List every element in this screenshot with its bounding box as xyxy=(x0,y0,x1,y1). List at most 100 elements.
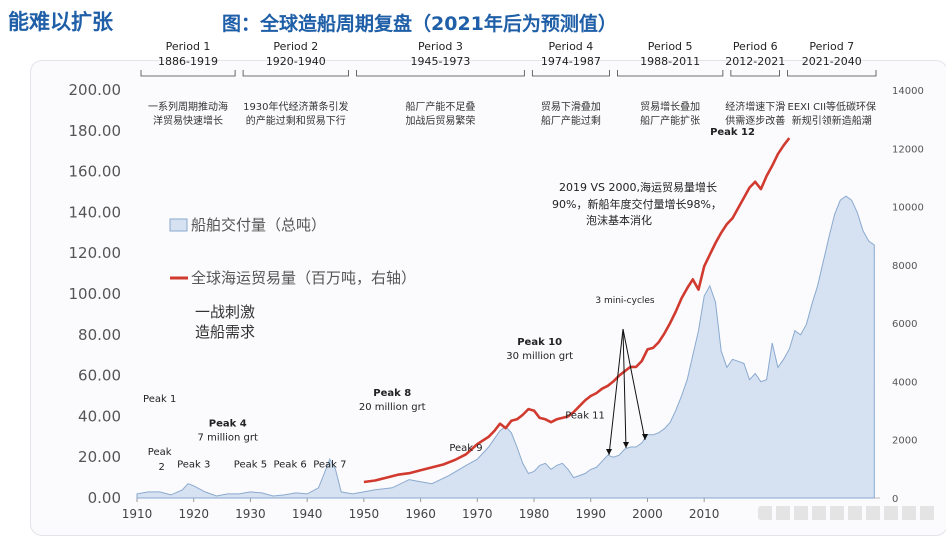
x-tick-label: 2010 xyxy=(689,507,720,521)
peak-label: Peak xyxy=(148,447,172,458)
period-description: 船厂产能过剩 xyxy=(541,114,601,127)
x-tick-label: 1990 xyxy=(575,507,606,521)
y-right-tick-label: 8000 xyxy=(892,261,917,272)
chart-title: 图：全球造船周期复盘（2021年后为预测值） xyxy=(222,13,617,35)
peak-label: Peak 5 xyxy=(234,459,267,470)
mini-cycle-arrow xyxy=(608,328,624,456)
mini-cycle-arrow xyxy=(622,328,646,441)
period-description: 贸易下滑叠加 xyxy=(541,101,601,113)
peak-label: Peak 6 xyxy=(273,459,306,470)
y-right-tick-label: 14000 xyxy=(892,86,924,97)
x-tick-label: 1980 xyxy=(519,507,550,521)
comparison-annotation: 90%，新船年度交付量增长98%， xyxy=(552,197,722,211)
period-bracket xyxy=(531,70,610,77)
period-description: 加战后贸易繁荣 xyxy=(405,114,475,127)
y-left-tick-label: 80.00 xyxy=(78,326,121,344)
deliveries-area xyxy=(136,195,875,499)
period-years: 1886-1919 xyxy=(158,55,218,68)
legend-swatch-area xyxy=(169,218,188,232)
slide-title: 能难以扩张 xyxy=(8,10,113,34)
peak-label: Peak 10 xyxy=(517,337,562,348)
period-name: Period 5 xyxy=(648,40,693,53)
x-tick-label: 1910 xyxy=(122,507,153,521)
x-tick-label: 1930 xyxy=(235,507,266,521)
comparison-annotation: 泡沫基本消化 xyxy=(586,213,652,227)
period-description: 供需逐步改善 xyxy=(725,114,785,127)
peak-label: Peak 12 xyxy=(710,127,755,138)
period-years: 1988-2011 xyxy=(640,55,700,68)
y-left-tick-label: 0.00 xyxy=(88,489,121,507)
trade-volume-line xyxy=(363,137,791,484)
y-left-tick-label: 60.00 xyxy=(78,367,121,385)
period-bracket xyxy=(140,70,236,77)
mini-cycle-arrowhead xyxy=(623,442,629,448)
y-right-tick-label: 4000 xyxy=(892,377,917,388)
period-name: Period 7 xyxy=(809,40,854,53)
y-left-tick-label: 120.00 xyxy=(69,244,122,262)
period-years: 1920-1940 xyxy=(266,55,326,68)
period-bracket xyxy=(242,70,349,77)
comparison-annotation: 2019 VS 2000,海运贸易量增长 xyxy=(559,180,717,194)
y-right-tick-label: 6000 xyxy=(892,319,917,330)
y-left-tick-label: 200.00 xyxy=(69,81,122,99)
y-left-tick-label: 40.00 xyxy=(78,407,121,425)
period-description: 的产能过剩和贸易下行 xyxy=(246,114,346,127)
peak-label: Peak 4 xyxy=(209,419,247,430)
period-name: Period 3 xyxy=(418,40,463,53)
y-left-tick-label: 180.00 xyxy=(69,122,122,140)
period-name: Period 2 xyxy=(273,40,318,53)
period-description: 新规引领新造船潮 xyxy=(792,114,872,127)
y-right-tick-label: 10000 xyxy=(892,203,924,214)
period-name: Period 4 xyxy=(548,40,593,53)
x-tick-label: 2000 xyxy=(632,507,663,521)
peak-label: Peak 8 xyxy=(373,388,411,399)
peak-label: Peak 11 xyxy=(565,410,605,421)
period-description: 一系列周期推动海 xyxy=(148,100,228,113)
period-bracket xyxy=(787,70,877,77)
peak-label: Peak 1 xyxy=(143,394,176,405)
period-name: Period 1 xyxy=(166,40,211,53)
ww1-annotation: 造船需求 xyxy=(195,323,255,341)
mini-cycles-label: 3 mini-cycles xyxy=(595,296,655,306)
mini-cycle-arrowhead xyxy=(642,434,648,440)
period-bracket xyxy=(617,70,724,77)
mini-cycle-arrow xyxy=(622,328,627,449)
y-left-tick-label: 140.00 xyxy=(69,203,122,221)
y-right-tick-label: 2000 xyxy=(892,436,917,447)
watermark xyxy=(758,506,938,520)
period-description: EEXI CII等低碳环保 xyxy=(788,100,877,113)
period-years: 1974-1987 xyxy=(541,55,601,68)
period-years: 1945-1973 xyxy=(410,55,470,68)
x-tick-label: 1920 xyxy=(178,507,209,521)
x-tick-label: 1940 xyxy=(292,507,323,521)
period-description: 1930年代经济萧条引发 xyxy=(243,100,348,113)
period-years: 2021-2040 xyxy=(802,55,862,68)
period-description: 经济增速下滑 xyxy=(725,100,785,113)
peak-label: Peak 7 xyxy=(313,459,346,470)
mini-cycle-arrowhead xyxy=(606,449,612,455)
peak-label: Peak 3 xyxy=(177,459,210,470)
peak-label: Peak 9 xyxy=(449,443,482,454)
period-name: Period 6 xyxy=(733,40,778,53)
period-bracket xyxy=(730,70,780,77)
period-bracket xyxy=(356,70,525,77)
y-left-tick-label: 20.00 xyxy=(78,448,121,466)
period-description: 船厂产能不足叠 xyxy=(405,100,475,113)
period-description: 洋贸易快速增长 xyxy=(153,114,223,127)
x-tick-label: 1950 xyxy=(349,507,380,521)
y-right-tick-label: 12000 xyxy=(892,144,924,155)
period-years: 2012-2021 xyxy=(725,55,785,68)
x-tick-label: 1970 xyxy=(462,507,493,521)
peak-sublabel: 7 million grt xyxy=(198,433,258,444)
x-tick-label: 1960 xyxy=(405,507,436,521)
y-left-tick-label: 160.00 xyxy=(69,163,122,181)
peak-label: 2 xyxy=(158,462,164,473)
y-left-tick-label: 100.00 xyxy=(69,285,122,303)
y-right-tick-label: 0 xyxy=(892,494,898,505)
period-description: 贸易增长叠加 xyxy=(640,100,700,113)
ww1-annotation: 一战刺激 xyxy=(195,303,255,321)
period-description: 船厂产能扩张 xyxy=(640,114,700,127)
peak-sublabel: 30 million grt xyxy=(506,351,573,362)
peak-sublabel: 20 million grt xyxy=(359,402,426,413)
